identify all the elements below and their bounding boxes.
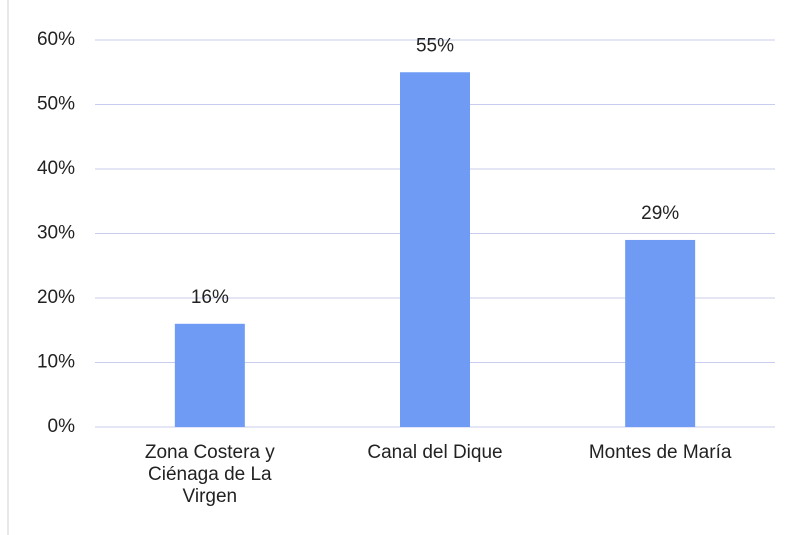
y-tick-label: 30% [37,223,75,244]
x-tick-label: Canal del Dique [367,442,503,463]
y-tick-label: 60% [37,29,75,50]
y-tick-label: 40% [37,158,75,179]
data-label: 29% [641,203,679,224]
y-tick-label: 50% [37,94,75,115]
y-tick-label: 0% [48,416,76,437]
bar [625,239,696,427]
y-tick-label: 10% [37,352,75,373]
bar [400,72,470,427]
x-tick-label: Zona Costera y Ciénaga de La Virgen [144,442,275,507]
bar [174,323,245,427]
data-label: 55% [416,35,454,56]
data-label: 16% [191,287,229,308]
x-tick-label: Montes de María [588,442,732,463]
y-tick-label: 20% [37,287,75,308]
chart-frame [7,0,9,535]
